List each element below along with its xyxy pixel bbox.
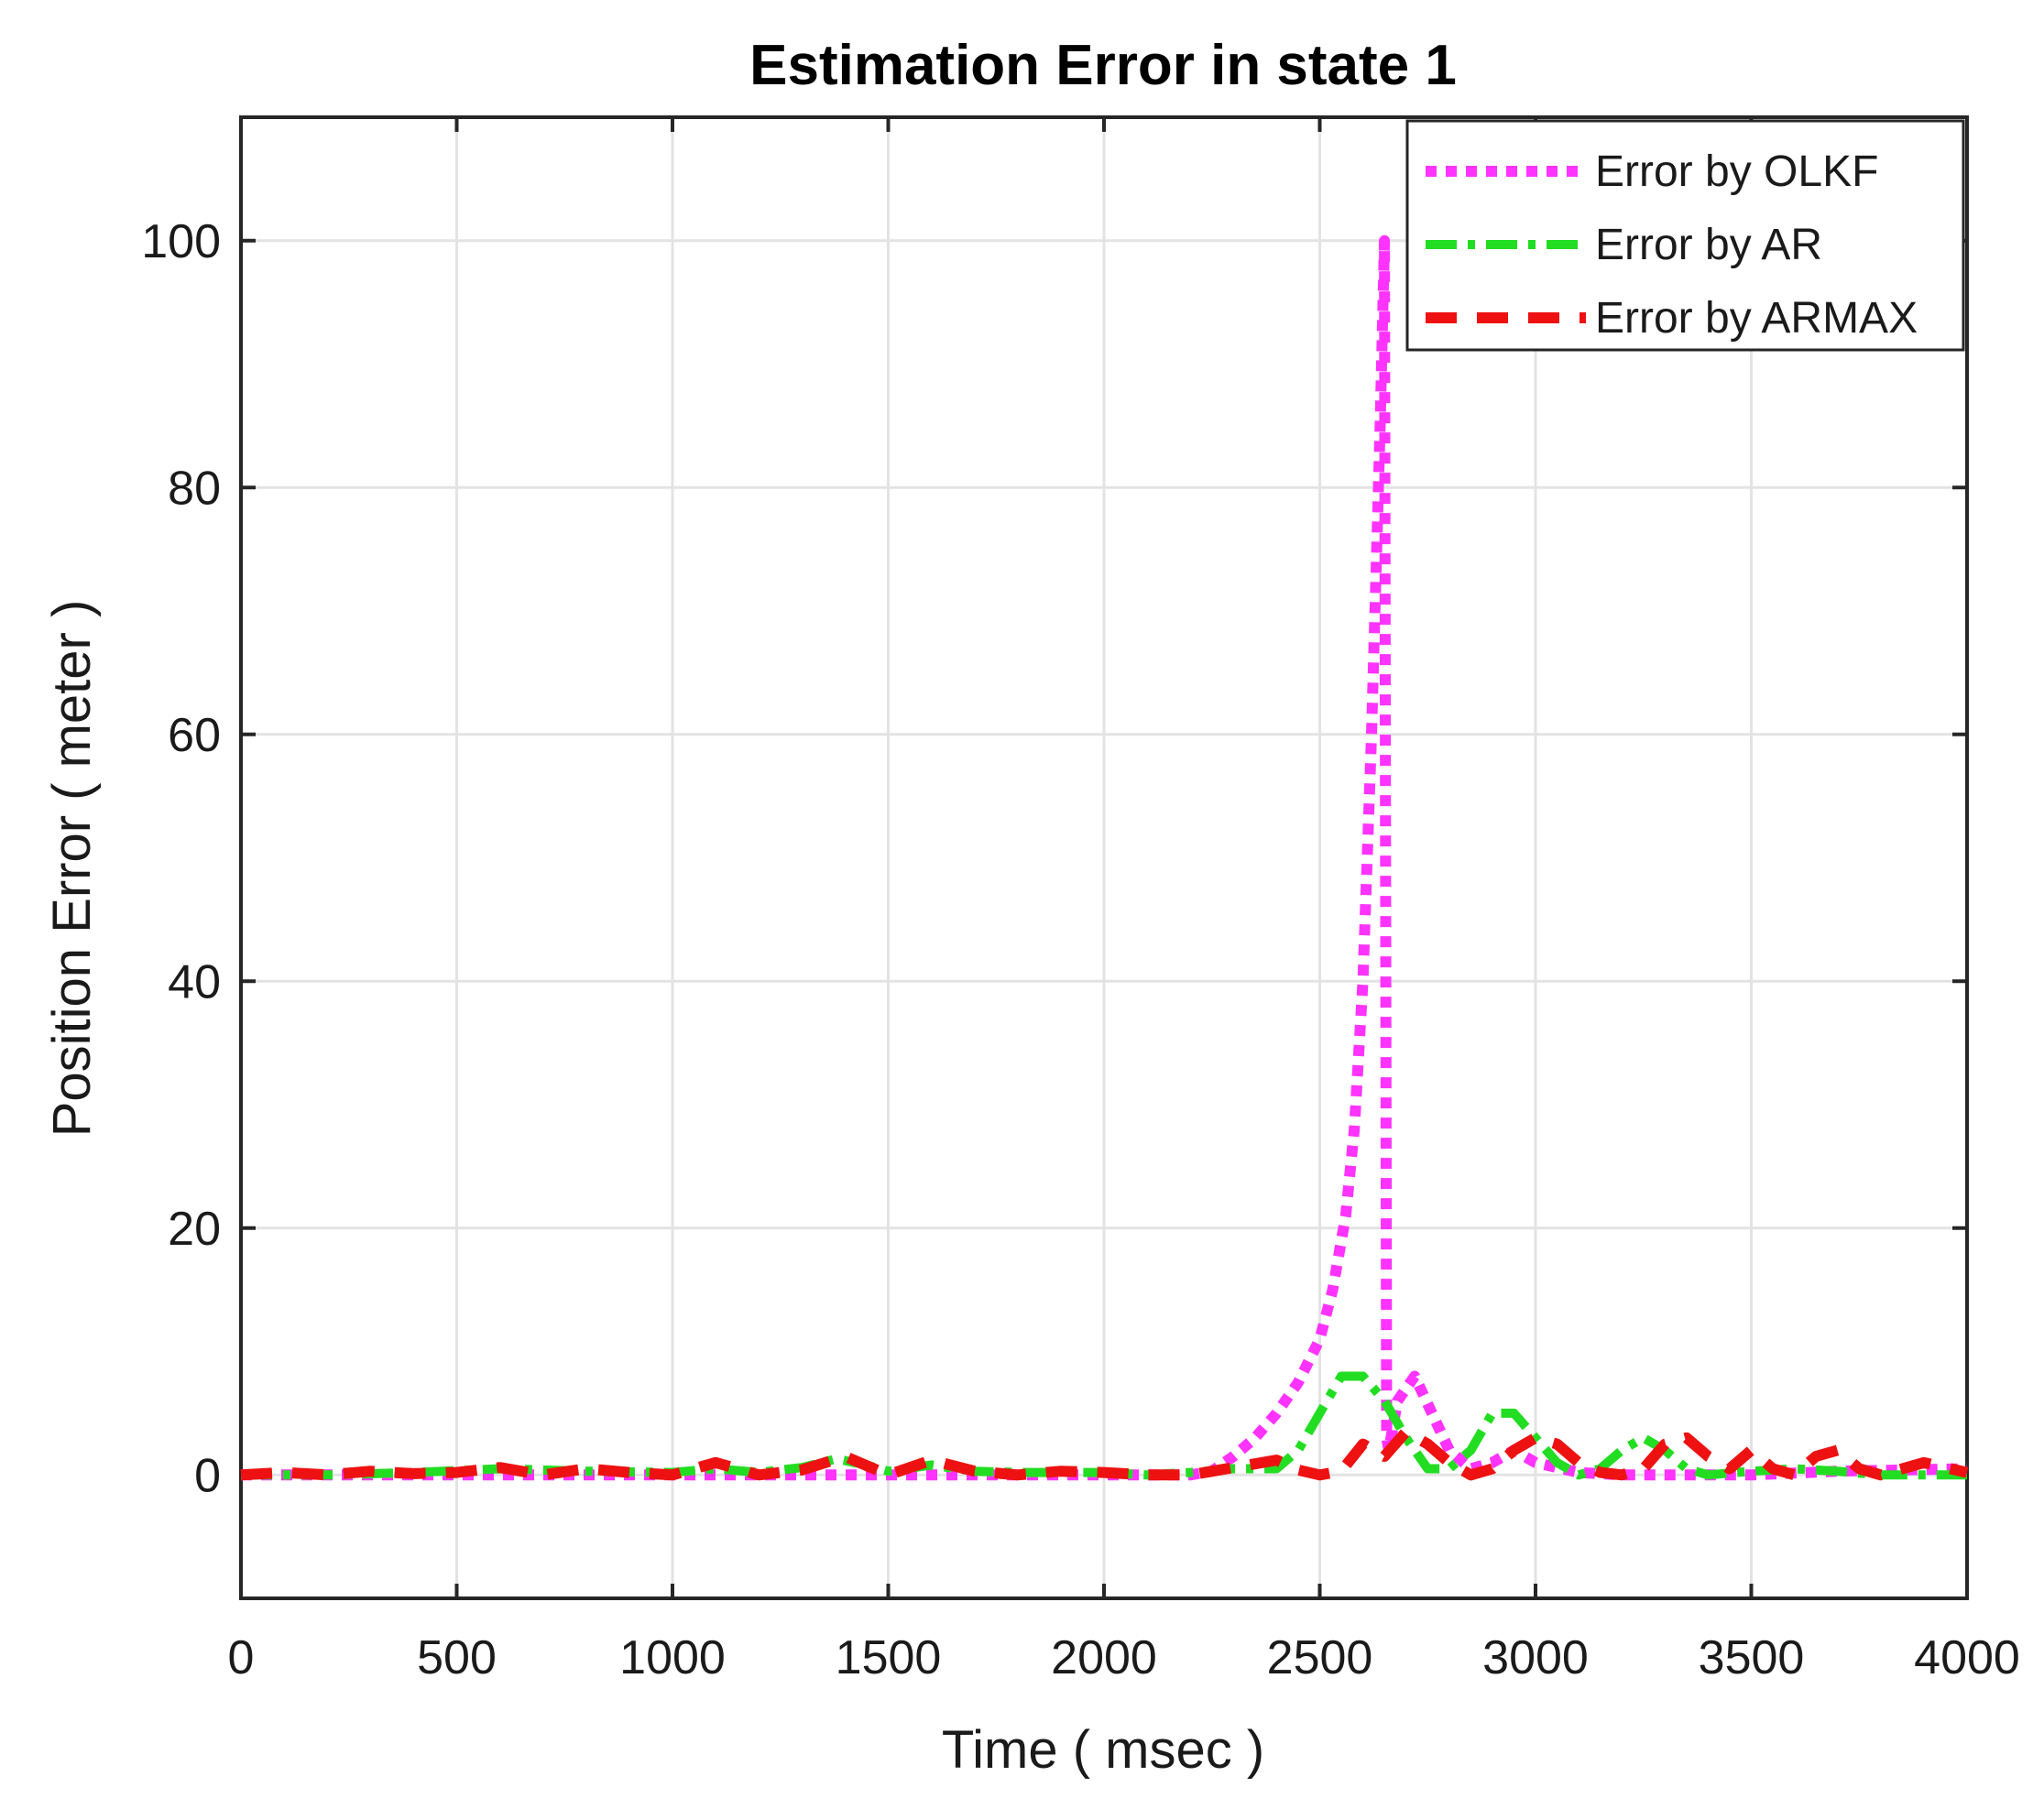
- x-tick-label: 1500: [836, 1631, 942, 1684]
- legend-label: Error by ARMAX: [1595, 294, 1918, 343]
- legend-label: Error by AR: [1595, 221, 1822, 269]
- series-line-error-by-olkf: [241, 234, 1968, 1481]
- y-tick-label: 100: [141, 215, 221, 268]
- y-tick-label: 80: [168, 462, 221, 515]
- y-tick-label: 40: [168, 955, 221, 1008]
- x-axis-label: Time ( msec ): [942, 1720, 1264, 1780]
- x-tick-label: 1000: [619, 1631, 726, 1684]
- y-axis-label: Position Error ( meter ): [42, 600, 102, 1138]
- legend-box: [1405, 119, 1965, 352]
- series-line-error-by-armax: [240, 1426, 1969, 1481]
- x-tick-label: 2000: [1051, 1631, 1157, 1684]
- y-tick-label: 60: [168, 709, 221, 762]
- series-lines: [240, 234, 1969, 1481]
- x-tick-label: 500: [417, 1631, 497, 1684]
- legend: Error by OLKF Error by AR Error by ARMAX: [1405, 119, 1965, 352]
- axis-ticks: 0 500 1000 1500 2000 2500 3000 3500 4000 0 20 40 60 8…: [141, 117, 2020, 1684]
- x-tick-label: 2500: [1267, 1631, 1373, 1684]
- chart-title: Estimation Error in state 1: [749, 34, 1457, 97]
- y-tick-label: 0: [194, 1449, 221, 1502]
- x-tick-label: 3500: [1699, 1631, 1805, 1684]
- x-tick-label: 3000: [1482, 1631, 1589, 1684]
- legend-label: Error by OLKF: [1595, 147, 1878, 196]
- x-tick-label: 0: [228, 1631, 255, 1684]
- x-tick-label: 4000: [1914, 1631, 2020, 1684]
- y-tick-label: 20: [168, 1203, 221, 1256]
